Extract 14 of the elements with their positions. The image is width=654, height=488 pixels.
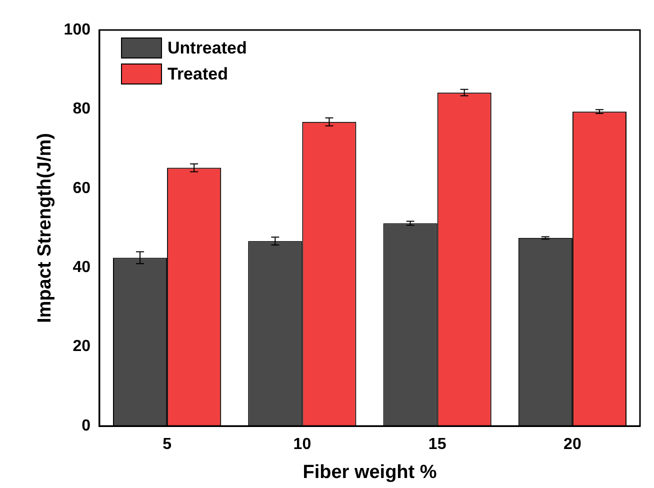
- legend-label: Treated: [167, 64, 228, 84]
- legend-label: Untreated: [167, 38, 247, 58]
- y-tick-label: 20: [72, 338, 91, 356]
- x-tick-label: 15: [428, 436, 446, 454]
- y-tick-label: 80: [72, 100, 91, 118]
- y-tick-label: 100: [64, 21, 91, 38]
- x-tick-label: 20: [564, 436, 582, 454]
- y-tick-label: 0: [82, 417, 91, 434]
- x-axis-title: Fiber weight %: [302, 462, 437, 483]
- y-tick-label: 60: [72, 180, 91, 197]
- x-tick-label: 10: [293, 436, 312, 454]
- x-tick-label: 5: [162, 436, 172, 454]
- y-tick-label: 40: [72, 259, 91, 276]
- y-axis-title: Impact Strength(J/m): [34, 132, 56, 324]
